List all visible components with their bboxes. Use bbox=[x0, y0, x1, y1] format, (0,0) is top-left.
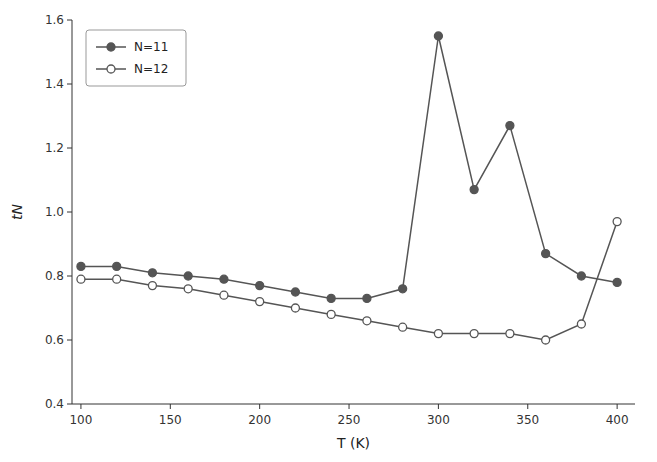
point bbox=[542, 250, 550, 258]
series-line bbox=[81, 222, 617, 340]
legend-box bbox=[86, 30, 186, 86]
axes: 100 150 200 250 300 350 400 0.4 0.6 0.8 1.0 1.2 1.4 1… bbox=[45, 13, 635, 427]
point bbox=[399, 285, 407, 293]
x-tick bbox=[438, 404, 439, 409]
x-tick-label: 100 bbox=[69, 413, 92, 427]
y-tick bbox=[67, 276, 72, 277]
point bbox=[506, 122, 514, 130]
point bbox=[434, 32, 442, 40]
legend-marker bbox=[107, 43, 115, 51]
point bbox=[148, 282, 156, 290]
x-tick bbox=[349, 404, 350, 409]
series-line bbox=[81, 36, 617, 298]
point bbox=[577, 272, 585, 280]
x-tick-label: 150 bbox=[159, 413, 182, 427]
y-tick-label: 0.4 bbox=[45, 397, 64, 411]
y-tick-label: 0.8 bbox=[45, 269, 64, 283]
series bbox=[77, 32, 621, 302]
y-tick-label: 1.2 bbox=[45, 141, 64, 155]
point bbox=[363, 317, 371, 325]
point bbox=[577, 320, 585, 328]
x-tick bbox=[617, 404, 618, 409]
point bbox=[291, 288, 299, 296]
chart: 100 150 200 250 300 350 400 0.4 0.6 0.8 1.0 1.2 1.4 1… bbox=[0, 0, 657, 462]
x-tick-label: 400 bbox=[606, 413, 629, 427]
point bbox=[613, 218, 621, 226]
point bbox=[327, 294, 335, 302]
y-tick bbox=[67, 148, 72, 149]
point bbox=[148, 269, 156, 277]
y-tick-label: 1.0 bbox=[45, 205, 64, 219]
x-tick-label: 250 bbox=[338, 413, 361, 427]
point bbox=[256, 298, 264, 306]
legend-label: N=11 bbox=[134, 40, 168, 54]
x-tick-label: 300 bbox=[427, 413, 450, 427]
point bbox=[113, 275, 121, 283]
series bbox=[77, 218, 621, 344]
y-tick bbox=[67, 84, 72, 85]
y-tick bbox=[67, 212, 72, 213]
point bbox=[542, 336, 550, 344]
x-axis-label: T (K) bbox=[336, 435, 370, 451]
point bbox=[327, 310, 335, 318]
point bbox=[77, 275, 85, 283]
point bbox=[434, 330, 442, 338]
point bbox=[399, 323, 407, 331]
point bbox=[291, 304, 299, 312]
point bbox=[184, 272, 192, 280]
point bbox=[256, 282, 264, 290]
y-tick bbox=[67, 340, 72, 341]
y-tick-label: 1.4 bbox=[45, 77, 64, 91]
y-axis-label: tN bbox=[9, 203, 25, 219]
point bbox=[113, 262, 121, 270]
point bbox=[470, 186, 478, 194]
point bbox=[613, 278, 621, 286]
legend-label: N=12 bbox=[134, 62, 168, 76]
x-tick-label: 350 bbox=[516, 413, 539, 427]
y-tick bbox=[67, 20, 72, 21]
y-tick-label: 1.6 bbox=[45, 13, 64, 27]
y-tick-label: 0.6 bbox=[45, 333, 64, 347]
point bbox=[184, 285, 192, 293]
legend-marker bbox=[107, 65, 115, 73]
point bbox=[220, 275, 228, 283]
point bbox=[470, 330, 478, 338]
point bbox=[77, 262, 85, 270]
x-axis-line bbox=[72, 404, 635, 405]
x-tick bbox=[170, 404, 171, 409]
point bbox=[506, 330, 514, 338]
x-tick bbox=[527, 404, 528, 409]
point bbox=[220, 291, 228, 299]
legend: N=11 N=12 bbox=[86, 30, 186, 86]
y-tick bbox=[67, 404, 72, 405]
x-tick bbox=[80, 404, 81, 409]
x-tick-label: 200 bbox=[248, 413, 271, 427]
x-tick bbox=[259, 404, 260, 409]
point bbox=[363, 294, 371, 302]
